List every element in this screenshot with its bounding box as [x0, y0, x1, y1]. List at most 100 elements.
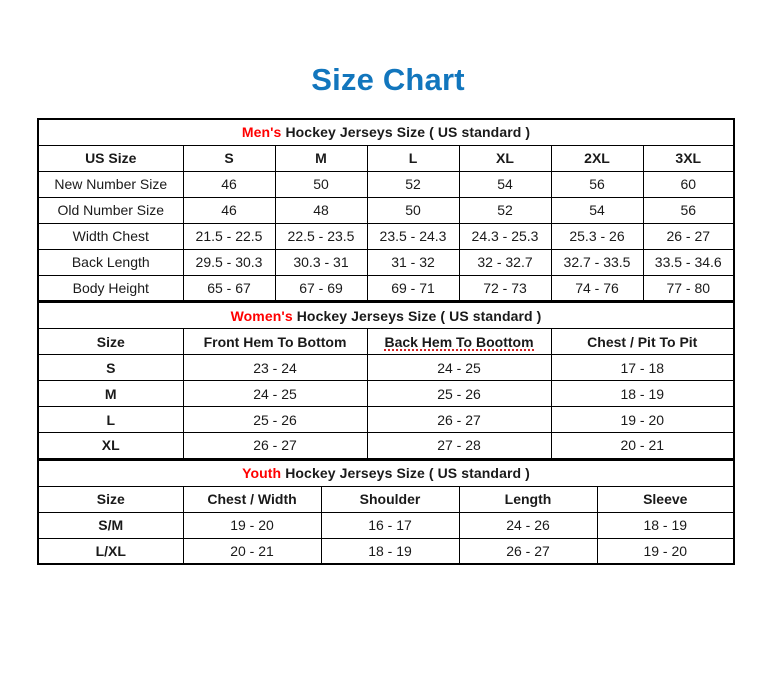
mens-cell-0-4: 56: [550, 170, 644, 198]
womens-cell-1-1: 25 - 26: [366, 380, 552, 407]
youth-cell-0-2: 24 - 26: [458, 511, 598, 539]
mens-cell-3-5: 33.5 - 34.6: [642, 248, 735, 276]
mens-cell-2-4: 25.3 - 26: [550, 222, 644, 250]
womens-section-header: Women's Hockey Jerseys Size ( US standar…: [37, 302, 735, 329]
mens-cell-4-5: 77 - 80: [642, 274, 735, 302]
mens-cell-0-0: 46: [182, 170, 276, 198]
youth-group-label: Youth: [242, 465, 282, 481]
mens-cell-3-3: 32 - 32.7: [458, 248, 552, 276]
mens-section-header-row: Men's Hockey Jerseys Size ( US standard …: [37, 118, 735, 146]
womens-cell-1-2: 18 - 19: [550, 380, 735, 407]
youth-col-head-0: Size: [37, 485, 184, 513]
youth-col-head-2: Shoulder: [320, 485, 460, 513]
womens-col-head-0: Size: [37, 328, 184, 355]
mens-cell-1-5: 56: [642, 196, 735, 224]
mens-cell-0-1: 50: [274, 170, 368, 198]
mens-cell-1-4: 54: [550, 196, 644, 224]
mens-col-head-1: S: [182, 144, 276, 172]
mens-cell-4-3: 72 - 73: [458, 274, 552, 302]
table-row: Old Number Size 46 48 50 52 54 56: [37, 196, 735, 224]
mens-cell-3-0: 29.5 - 30.3: [182, 248, 276, 276]
mens-size-table: Men's Hockey Jerseys Size ( US standard …: [37, 118, 736, 302]
womens-row-label-2: L: [37, 406, 184, 433]
mens-cell-1-0: 46: [182, 196, 276, 224]
womens-header-rest: Hockey Jerseys Size ( US standard ): [292, 307, 542, 324]
mens-col-head-6: 3XL: [642, 144, 735, 172]
mens-row-label-0: New Number Size: [37, 170, 184, 198]
womens-row-label-0: S: [37, 354, 184, 381]
youth-col-head-3: Length: [458, 485, 598, 513]
womens-cell-3-0: 26 - 27: [182, 432, 368, 459]
youth-row-label-1: L/XL: [37, 537, 184, 565]
womens-cell-2-0: 25 - 26: [182, 406, 368, 433]
mens-section-header: Men's Hockey Jerseys Size ( US standard …: [37, 118, 735, 146]
mens-cell-3-1: 30.3 - 31: [274, 248, 368, 276]
size-chart-tables: Men's Hockey Jerseys Size ( US standard …: [37, 118, 736, 565]
mens-cell-0-5: 60: [642, 170, 735, 198]
youth-cell-1-1: 18 - 19: [320, 537, 460, 565]
table-row: L/XL 20 - 21 18 - 19 26 - 27 19 - 20: [37, 537, 735, 565]
mens-cell-0-2: 52: [366, 170, 460, 198]
womens-cell-3-2: 20 - 21: [550, 432, 735, 459]
mens-header-rest: Hockey Jerseys Size ( US standard ): [281, 124, 531, 141]
womens-cell-2-2: 19 - 20: [550, 406, 735, 433]
misspelled-column-label: Back Hem To Boottom: [384, 333, 534, 352]
womens-row-label-1: M: [37, 380, 184, 407]
youth-section-header: Youth Hockey Jerseys Size ( US standard …: [37, 459, 735, 487]
table-row: Back Length 29.5 - 30.3 30.3 - 31 31 - 3…: [37, 248, 735, 276]
youth-header-rest: Hockey Jerseys Size ( US standard ): [281, 465, 530, 481]
youth-cell-1-0: 20 - 21: [182, 537, 322, 565]
womens-column-header-row: Size Front Hem To Bottom Back Hem To Boo…: [37, 328, 735, 355]
table-row: L 25 - 26 26 - 27 19 - 20: [37, 406, 735, 433]
womens-col-head-3: Chest / Pit To Pit: [550, 328, 735, 355]
mens-row-label-3: Back Length: [37, 248, 184, 276]
womens-cell-2-1: 26 - 27: [366, 406, 552, 433]
womens-cell-0-0: 23 - 24: [182, 354, 368, 381]
womens-size-table: Women's Hockey Jerseys Size ( US standar…: [37, 302, 736, 460]
youth-cell-0-1: 16 - 17: [320, 511, 460, 539]
mens-cell-2-3: 24.3 - 25.3: [458, 222, 552, 250]
mens-row-label-1: Old Number Size: [37, 196, 184, 224]
mens-cell-1-1: 48: [274, 196, 368, 224]
mens-cell-3-4: 32.7 - 33.5: [550, 248, 644, 276]
mens-cell-3-2: 31 - 32: [366, 248, 460, 276]
mens-group-label: Men's: [241, 124, 282, 141]
table-row: M 24 - 25 25 - 26 18 - 19: [37, 380, 735, 407]
mens-cell-0-3: 54: [458, 170, 552, 198]
youth-cell-1-3: 19 - 20: [596, 537, 735, 565]
mens-cell-4-0: 65 - 67: [182, 274, 276, 302]
mens-cell-2-0: 21.5 - 22.5: [182, 222, 276, 250]
mens-column-header-row: US Size S M L XL 2XL 3XL: [37, 144, 735, 172]
womens-cell-1-0: 24 - 25: [182, 380, 368, 407]
mens-cell-4-1: 67 - 69: [274, 274, 368, 302]
mens-cell-2-2: 23.5 - 24.3: [366, 222, 460, 250]
mens-cell-1-3: 52: [458, 196, 552, 224]
table-row: S/M 19 - 20 16 - 17 24 - 26 18 - 19: [37, 511, 735, 539]
mens-cell-1-2: 50: [366, 196, 460, 224]
table-row: XL 26 - 27 27 - 28 20 - 21: [37, 432, 735, 459]
youth-col-head-1: Chest / Width: [182, 485, 322, 513]
mens-col-head-0: US Size: [37, 144, 184, 172]
youth-section-header-row: Youth Hockey Jerseys Size ( US standard …: [37, 459, 735, 487]
womens-cell-3-1: 27 - 28: [366, 432, 552, 459]
mens-cell-4-2: 69 - 71: [366, 274, 460, 302]
mens-col-head-4: XL: [458, 144, 552, 172]
mens-row-label-4: Body Height: [37, 274, 184, 302]
youth-cell-0-0: 19 - 20: [182, 511, 322, 539]
youth-cell-1-2: 26 - 27: [458, 537, 598, 565]
youth-size-table: Youth Hockey Jerseys Size ( US standard …: [37, 459, 736, 565]
table-row: New Number Size 46 50 52 54 56 60: [37, 170, 735, 198]
womens-col-head-1: Front Hem To Bottom: [182, 328, 368, 355]
womens-cell-0-2: 17 - 18: [550, 354, 735, 381]
mens-col-head-3: L: [366, 144, 460, 172]
womens-group-label: Women's: [230, 307, 293, 324]
womens-cell-0-1: 24 - 25: [366, 354, 552, 381]
womens-col-head-2: Back Hem To Boottom: [366, 328, 552, 355]
womens-section-header-row: Women's Hockey Jerseys Size ( US standar…: [37, 302, 735, 329]
mens-row-label-2: Width Chest: [37, 222, 184, 250]
youth-row-label-0: S/M: [37, 511, 184, 539]
mens-cell-2-1: 22.5 - 23.5: [274, 222, 368, 250]
youth-cell-0-3: 18 - 19: [596, 511, 735, 539]
youth-column-header-row: Size Chest / Width Shoulder Length Sleev…: [37, 485, 735, 513]
